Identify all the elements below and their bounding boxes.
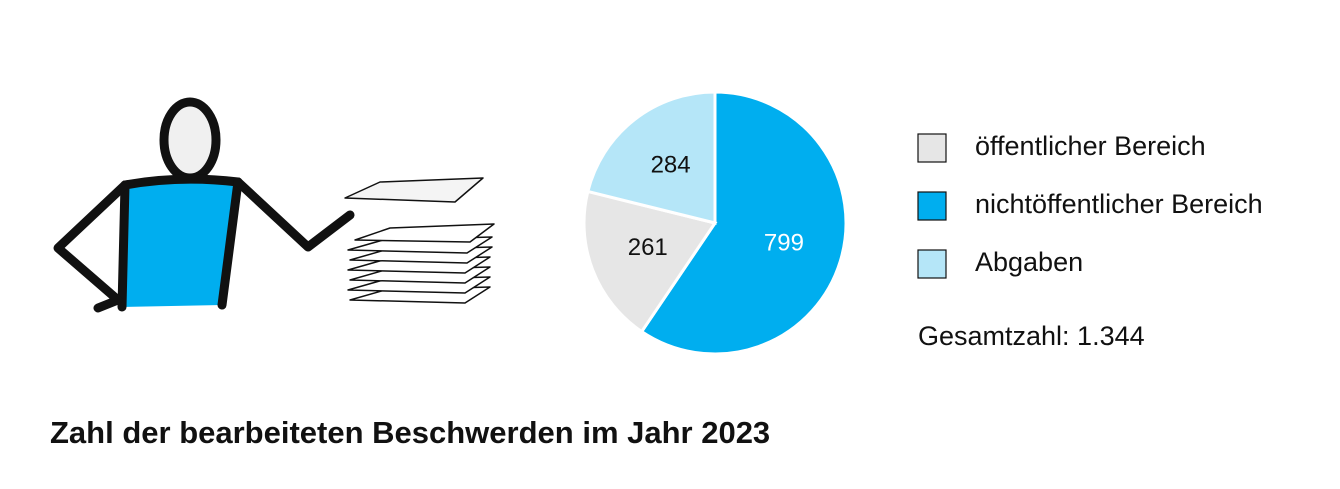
legend-label: öffentlicher Bereich bbox=[975, 131, 1206, 161]
chart-title: Zahl der bearbeiteten Beschwerden im Jah… bbox=[50, 415, 770, 450]
legend-label: Abgaben bbox=[975, 247, 1083, 277]
slice-label: 799 bbox=[764, 229, 804, 256]
pie-slice bbox=[586, 90, 717, 225]
slice-label: 284 bbox=[651, 152, 691, 179]
illustration bbox=[53, 97, 495, 313]
slice-label: 261 bbox=[628, 234, 668, 261]
legend-swatch bbox=[917, 133, 947, 163]
pie-slice bbox=[639, 90, 848, 356]
pie-slice bbox=[582, 189, 718, 334]
legend-swatch bbox=[917, 191, 947, 221]
legend-swatch bbox=[917, 249, 947, 279]
total-annotation: Gesamtzahl: 1.344 bbox=[918, 321, 1145, 351]
legend-label: nichtöffentlicher Bereich bbox=[975, 189, 1263, 219]
